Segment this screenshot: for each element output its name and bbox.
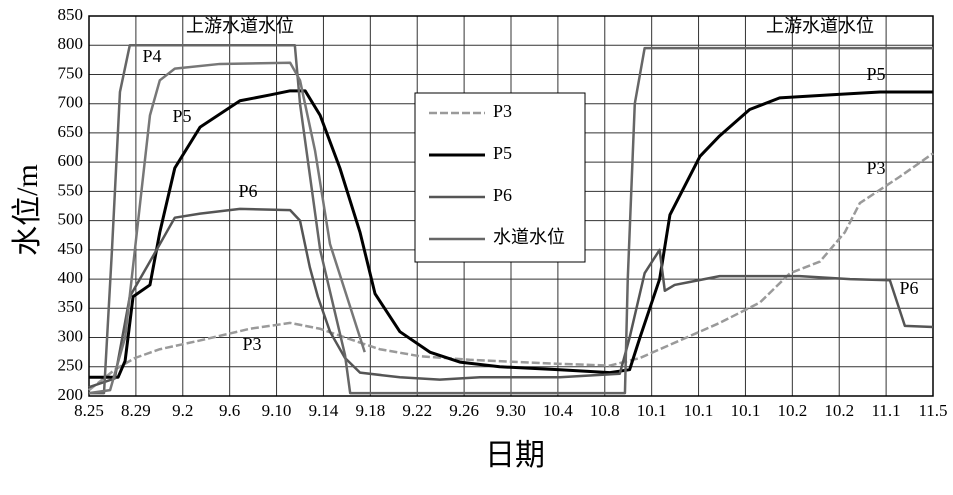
- annotation: 上游水道水位: [186, 16, 294, 36]
- annotation: 上游水道水位: [766, 16, 874, 36]
- y-tick-label: 300: [58, 326, 84, 345]
- legend-label: P3: [493, 101, 512, 121]
- series-tag: P3: [242, 334, 261, 354]
- x-tick-label: 9.26: [449, 401, 479, 420]
- series-tag: P4: [142, 46, 161, 66]
- x-tick-label: 9.30: [496, 401, 526, 420]
- series-line: [88, 152, 934, 392]
- y-tick-label: 750: [58, 63, 84, 82]
- y-tick-label: 200: [58, 385, 84, 404]
- series-line: [88, 207, 934, 389]
- x-tick-label: 8.29: [121, 401, 151, 420]
- series-tag: P5: [172, 106, 191, 126]
- series-tag: P5: [866, 64, 885, 84]
- y-tick-label: 700: [58, 93, 84, 112]
- y-tick-label: 550: [58, 180, 84, 199]
- x-tick-label: 8.25: [74, 401, 104, 420]
- x-tick-label: 9.6: [219, 401, 240, 420]
- x-tick-label: 9.14: [309, 401, 339, 420]
- plot-frame: [88, 15, 934, 397]
- y-tick-label: 400: [58, 268, 84, 287]
- x-tick-label: 10.1: [684, 401, 714, 420]
- x-tick-label: 10.1: [637, 401, 667, 420]
- y-tick-label: 600: [58, 151, 84, 170]
- x-tick-label: 11.1: [872, 401, 901, 420]
- legend-label: P5: [493, 143, 512, 163]
- legend-label: P6: [493, 185, 512, 205]
- x-tick-label: 9.2: [172, 401, 193, 420]
- x-tick-label: 9.18: [355, 401, 385, 420]
- series-line: [89, 89, 933, 379]
- x-tick-label: 10.4: [543, 401, 573, 420]
- x-tick-label: 10.2: [824, 401, 854, 420]
- y-tick-label: 800: [58, 34, 84, 53]
- x-tick-label: 9.22: [402, 401, 432, 420]
- series-tag: P6: [899, 278, 918, 298]
- y-tick-label: 650: [58, 122, 84, 141]
- y-tick-label: 850: [58, 5, 84, 24]
- y-axis-label: 水位/m: [11, 164, 44, 256]
- x-tick-label: 10.8: [590, 401, 620, 420]
- y-tick-label: 350: [58, 297, 84, 316]
- y-tick-label: 500: [58, 210, 84, 229]
- legend-box: [414, 92, 586, 263]
- series-line: [88, 61, 366, 395]
- series-tag: P3: [866, 158, 885, 178]
- x-axis-label: 日期: [485, 439, 545, 472]
- x-tick-label: 11.5: [918, 401, 947, 420]
- y-tick-label: 450: [58, 239, 84, 258]
- legend-label: 水道水位: [493, 227, 565, 247]
- y-tick-label: 250: [58, 356, 84, 375]
- x-tick-label: 10.2: [777, 401, 807, 420]
- x-tick-label: 10.1: [731, 401, 761, 420]
- x-tick-label: 9.10: [262, 401, 292, 420]
- series-line: [89, 43, 933, 395]
- series-tag: P6: [238, 181, 257, 201]
